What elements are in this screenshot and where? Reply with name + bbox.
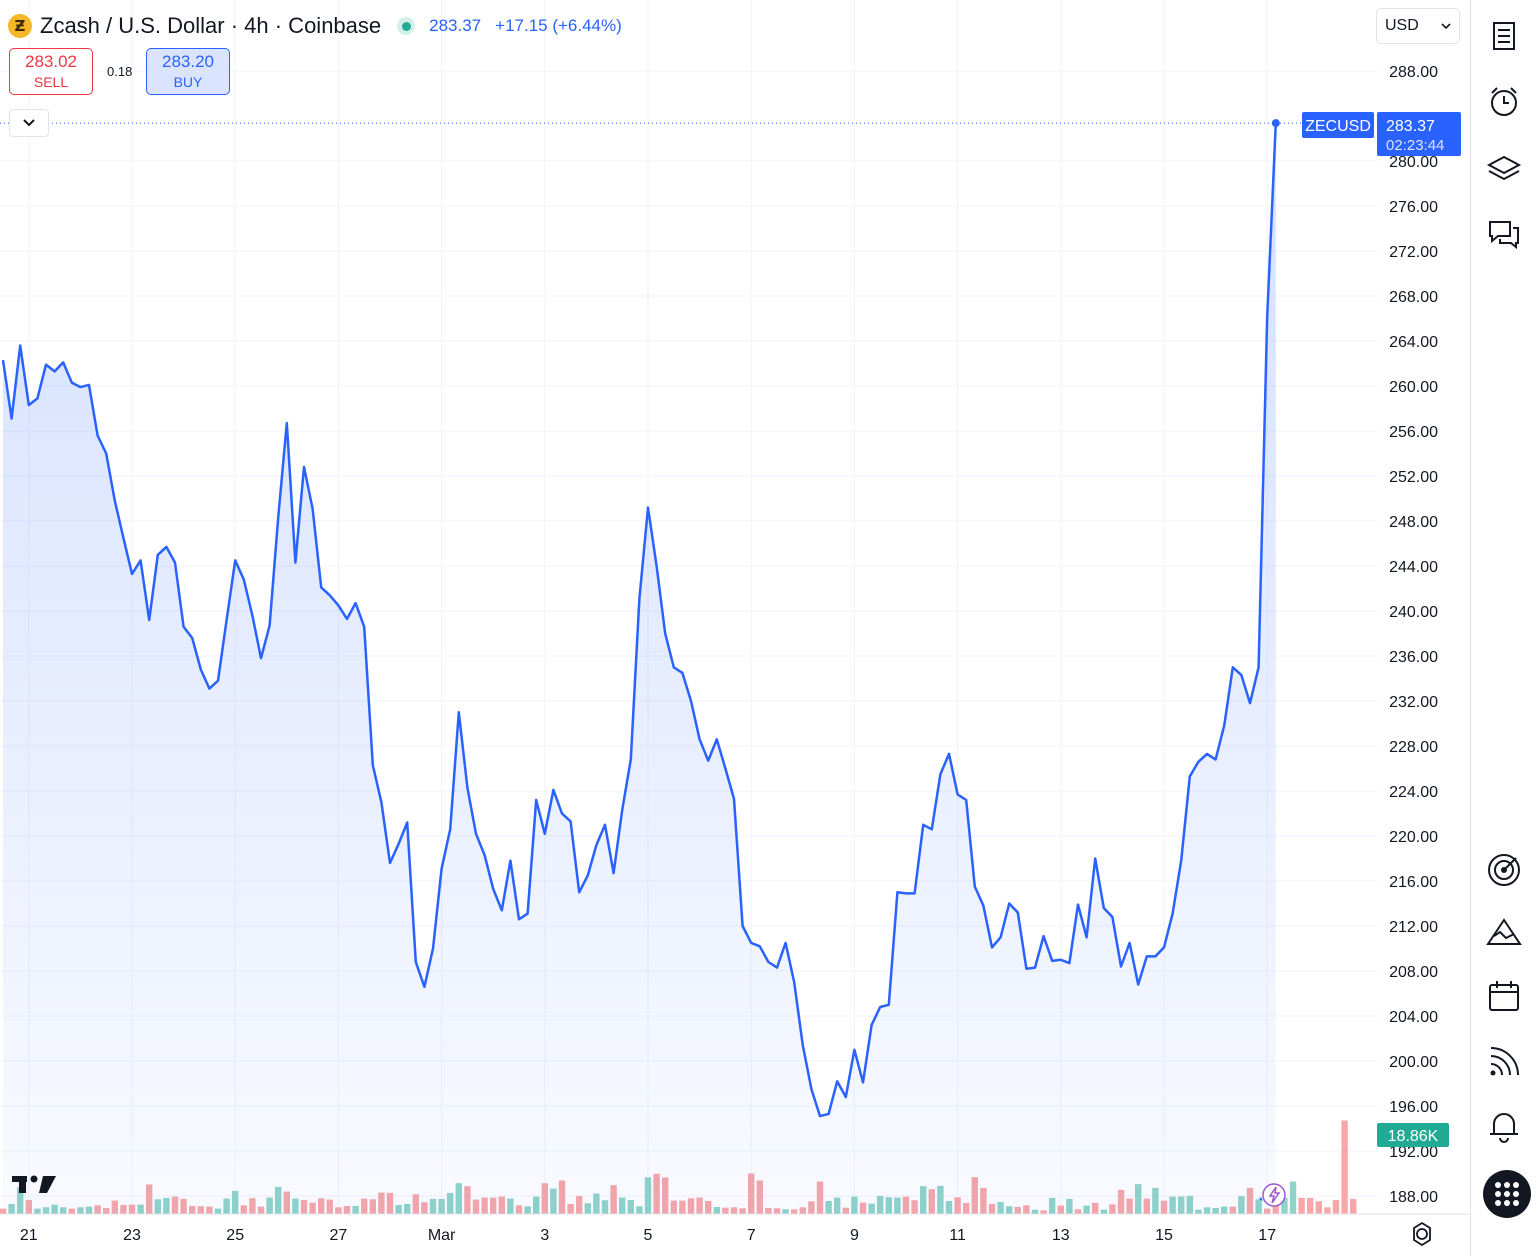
symbol-price-label: ZECUSD 283.37 02:23:44: [1302, 112, 1461, 156]
x-tick-label: 15: [1155, 1227, 1173, 1244]
volume-value: 18.86K: [1388, 1128, 1439, 1145]
y-tick-label: 252.00: [1389, 469, 1438, 486]
y-tick-label: 272.00: [1389, 244, 1438, 261]
x-tick-label: 25: [226, 1227, 244, 1244]
header-change: +17.15 (+6.44%): [495, 16, 622, 35]
symbol-label: ZECUSD: [1305, 118, 1371, 135]
volume-bar: [1332, 1199, 1340, 1214]
volume-bar: [1324, 1207, 1331, 1214]
y-tick-label: 236.00: [1389, 649, 1438, 666]
y-tick-label: 212.00: [1389, 919, 1438, 936]
currency-value: USD: [1385, 17, 1419, 34]
watchlist-icon[interactable]: [1486, 18, 1522, 54]
sell-button[interactable]: 283.02 SELL: [9, 48, 93, 95]
last-price-label: 283.37: [1386, 118, 1435, 135]
y-tick-label: 232.00: [1389, 694, 1438, 711]
y-tick-label: 200.00: [1389, 1054, 1438, 1071]
y-tick-label: 240.00: [1389, 604, 1438, 621]
y-tick-label: 208.00: [1389, 964, 1438, 981]
volume-label: 18.86K: [1377, 1123, 1449, 1147]
x-tick-label: 21: [20, 1227, 38, 1244]
layers-icon[interactable]: [1486, 150, 1522, 186]
y-tick-label: 280.00: [1389, 154, 1438, 171]
right-toolbar: [1470, 0, 1536, 1256]
header-last-price: 283.37: [429, 16, 482, 35]
volume-bar: [1307, 1197, 1314, 1214]
apps-grid-icon[interactable]: [1483, 1170, 1531, 1218]
zcash-logo-icon: Ƶ: [8, 14, 32, 38]
y-tick-label: 276.00: [1389, 199, 1438, 216]
notification-bell-icon[interactable]: [1486, 1108, 1522, 1144]
buy-button[interactable]: 283.20 BUY: [146, 48, 230, 95]
y-tick-label: 220.00: [1389, 829, 1438, 846]
x-tick-label: 9: [850, 1227, 859, 1244]
sell-price: 283.02: [25, 52, 77, 71]
price-line: [1, 123, 1278, 1118]
y-tick-label: 228.00: [1389, 739, 1438, 756]
collapse-legend-button[interactable]: [9, 109, 49, 137]
buy-price: 283.20: [162, 52, 214, 71]
volume-bar: [1341, 1120, 1348, 1214]
x-tick-label: 13: [1052, 1227, 1070, 1244]
last-price-dot: [1271, 119, 1280, 128]
chat-icon[interactable]: [1486, 216, 1522, 252]
calendar-icon[interactable]: [1486, 978, 1522, 1014]
x-tick-label: 27: [330, 1227, 348, 1244]
stream-icon[interactable]: [1486, 1044, 1522, 1080]
x-tick-label: 11: [949, 1227, 966, 1244]
buy-label: BUY: [173, 74, 203, 90]
sell-label: SELL: [33, 74, 69, 90]
x-tick-label: 7: [747, 1227, 756, 1244]
y-tick-label: 224.00: [1389, 784, 1438, 801]
y-tick-label: 188.00: [1389, 1189, 1438, 1206]
x-tick-label: Mar: [428, 1227, 456, 1244]
x-tick-label: 17: [1258, 1227, 1276, 1244]
y-tick-label: 192.00: [1389, 1144, 1438, 1161]
spread-value: 0.18: [107, 64, 133, 79]
market-open-icon: [397, 17, 416, 35]
sparkle-icon[interactable]: [1256, 1180, 1292, 1212]
tradingview-logo-icon[interactable]: [12, 1170, 58, 1196]
x-tick-label: 3: [540, 1227, 549, 1244]
ideas-icon[interactable]: [1486, 914, 1522, 950]
target-icon[interactable]: [1486, 852, 1522, 888]
time-axis[interactable]: 21 23 25 27 Mar 3 5 7 9 11 13 15 17: [0, 1213, 1470, 1244]
y-tick-label: 244.00: [1389, 559, 1438, 576]
volume-bar: [1289, 1181, 1297, 1214]
price-axis[interactable]: 288.00 280.00 276.00 272.00 268.00 264.00 260.…: [1389, 64, 1438, 1206]
y-tick-label: 288.00: [1389, 64, 1438, 81]
chevron-down-icon: [1441, 23, 1451, 30]
volume-bar: [1281, 1197, 1288, 1214]
symbol-header: Ƶ Zcash / U.S. Dollar · 4h · Coinbase 28…: [8, 8, 622, 44]
currency-select[interactable]: USD: [1376, 8, 1460, 44]
volume-bar: [1315, 1201, 1322, 1214]
price-chart[interactable]: 288.00 280.00 276.00 272.00 268.00 264.00 260.…: [0, 0, 1470, 1256]
symbol-title[interactable]: Zcash / U.S. Dollar · 4h · Coinbase: [40, 13, 382, 38]
volume-bar: [1298, 1197, 1305, 1214]
y-tick-label: 248.00: [1389, 514, 1438, 531]
y-tick-label: 216.00: [1389, 874, 1438, 891]
y-tick-label: 260.00: [1389, 379, 1438, 396]
y-tick-label: 264.00: [1389, 334, 1438, 351]
price-area: [3, 123, 1276, 1215]
x-tick-label: 23: [123, 1227, 141, 1244]
y-tick-label: 268.00: [1389, 289, 1438, 306]
chevron-down-icon: [23, 119, 35, 127]
y-tick-label: 256.00: [1389, 424, 1438, 441]
chart-settings-icon[interactable]: [1408, 1220, 1436, 1248]
volume-bar: [1350, 1198, 1357, 1214]
y-tick-label: 204.00: [1389, 1009, 1438, 1026]
alert-clock-icon[interactable]: [1486, 84, 1522, 120]
x-tick-label: 5: [644, 1227, 653, 1244]
y-tick-label: 196.00: [1389, 1099, 1438, 1116]
bar-countdown: 02:23:44: [1386, 137, 1444, 154]
